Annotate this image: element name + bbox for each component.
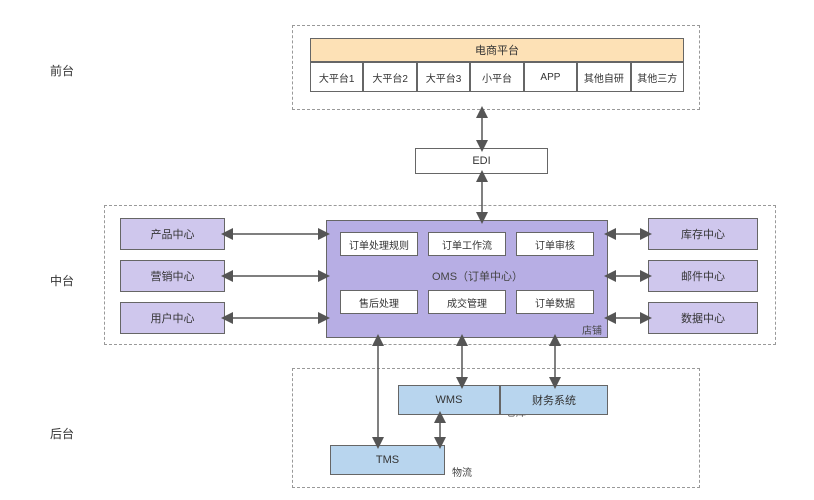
wms-text: WMS: [436, 394, 463, 406]
ecom-cell: 大平台2: [363, 62, 416, 92]
tier-back-label: 后台: [50, 425, 74, 442]
ecom-header: 电商平台: [310, 38, 684, 62]
oms-inner: 成交管理: [428, 290, 506, 314]
ecom-cell: 小平台: [470, 62, 523, 92]
oms-inner: 订单处理规则: [340, 232, 418, 256]
oms-inner: 订单审核: [516, 232, 594, 256]
shop-label: 店铺: [582, 322, 602, 337]
ecom-cell: 其他三方: [631, 62, 684, 92]
tms-label: 物流: [452, 464, 472, 479]
side-box: 用户中心: [120, 302, 225, 334]
oms-inner: 售后处理: [340, 290, 418, 314]
fin-text: 财务系统: [532, 392, 576, 408]
ecom-cell: 其他自研: [577, 62, 630, 92]
fin-box: 财务系统: [500, 385, 608, 415]
ecom-header-text: 电商平台: [475, 42, 519, 58]
tms-text: TMS: [376, 454, 399, 466]
side-box: 产品中心: [120, 218, 225, 250]
side-box: 数据中心: [648, 302, 758, 334]
ecom-cell: 大平台1: [310, 62, 363, 92]
wms-box: WMS: [398, 385, 500, 415]
edi-text: EDI: [472, 155, 490, 167]
edi-box: EDI: [415, 148, 548, 174]
side-box: 库存中心: [648, 218, 758, 250]
oms-title: OMS（订单中心）: [432, 268, 523, 284]
tms-box: TMS: [330, 445, 445, 475]
side-box: 营销中心: [120, 260, 225, 292]
side-box: 邮件中心: [648, 260, 758, 292]
ecom-cell: APP: [524, 62, 577, 92]
ecom-cell: 大平台3: [417, 62, 470, 92]
oms-inner: 订单工作流: [428, 232, 506, 256]
tier-middle-label: 中台: [50, 272, 74, 289]
oms-inner: 订单数据: [516, 290, 594, 314]
tier-front-label: 前台: [50, 62, 74, 79]
